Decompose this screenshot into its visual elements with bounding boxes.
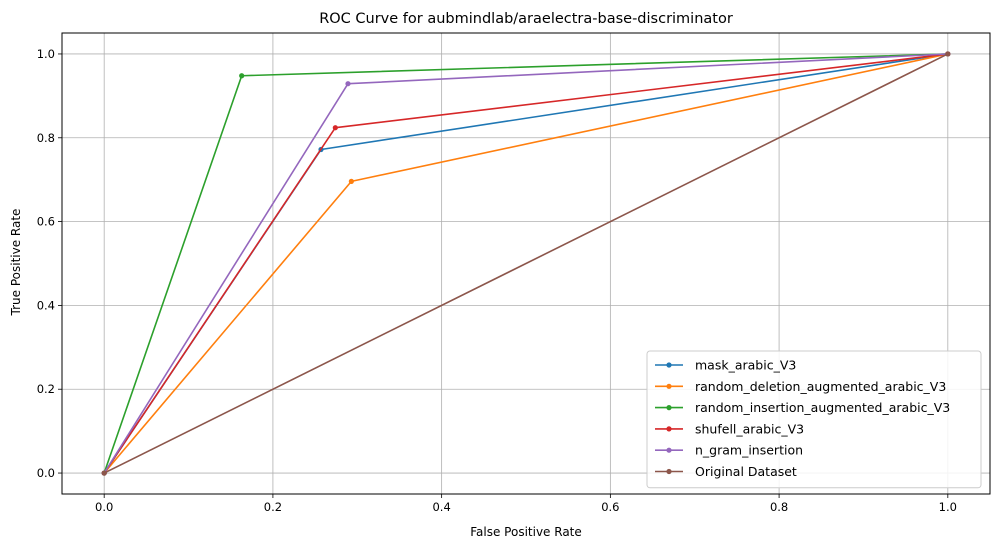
data-point-random-insertion-augmented-arabic-v3 [239,73,245,79]
legend-marker [666,447,672,453]
x-tick-label: 1.0 [939,500,957,514]
legend-label: random_insertion_augmented_arabic_V3 [695,400,950,415]
data-point-n-gram-insertion [345,81,351,87]
legend-marker [666,362,672,368]
x-tick-label: 0.8 [770,500,788,514]
data-point-original-dataset [101,470,107,476]
legend-marker [666,468,672,475]
legend-label: random_deletion_augmented_arabic_V3 [695,379,946,394]
legend-label: mask_arabic_V3 [695,358,796,373]
data-point-random-deletion-augmented-arabic-v3 [348,178,354,184]
y-tick-label: 0.4 [37,298,55,312]
legend-label: n_gram_insertion [695,443,803,458]
x-tick-label: 0.4 [432,500,450,514]
chart-title: ROC Curve for aubmindlab/araelectra-base… [319,11,733,27]
x-axis-label: False Positive Rate [470,525,582,539]
legend-box [646,350,982,489]
legend-label: shufell_arabic_V3 [695,421,804,436]
y-tick-label: 1.0 [37,47,55,61]
y-tick-label: 0.2 [37,382,55,396]
plot-frame [61,32,991,495]
x-tick-label: 0.2 [264,500,282,514]
legend-label: Original Dataset [695,464,797,479]
y-tick-label: 0.8 [37,131,55,145]
legend-marker [666,426,672,432]
series-line-original-dataset [103,53,949,474]
y-tick-label: 0.6 [37,215,55,229]
legend: mask_arabic_V3 random_deletion_augmented_… [646,350,982,489]
legend-marker [666,383,672,389]
grid-lines [62,33,990,494]
axis-ticks: 0.0 0.2 0.4 0.6 0.8 1.0 0.0 0.2 0.4 0.6 0.8 1.0 [37,47,957,514]
series-lines [101,51,951,476]
data-point-original-dataset [945,51,951,57]
y-tick-label: 0.0 [37,466,55,480]
legend-marker [666,405,672,411]
data-point-shufell-arabic-v3 [332,125,338,131]
x-tick-label: 0.0 [95,500,113,514]
y-axis-label: True Positive Rate [9,209,23,317]
x-tick-label: 0.6 [601,500,619,514]
